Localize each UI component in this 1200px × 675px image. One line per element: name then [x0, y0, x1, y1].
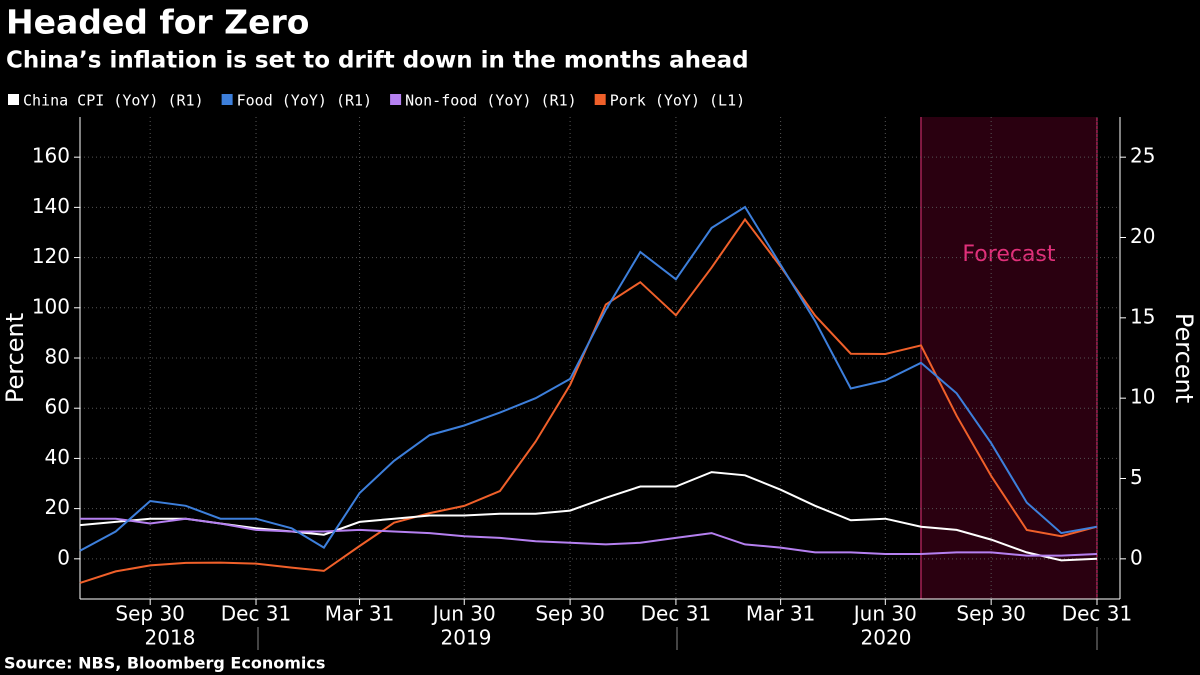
y2-tick-label: 20 — [1130, 224, 1155, 248]
chart-subtitle: China’s inflation is set to drift down i… — [6, 48, 749, 74]
source: Source: NBS, Bloomberg Economics — [4, 654, 325, 673]
x-tick-label: Jun 30 — [852, 602, 917, 626]
legend-swatch — [8, 94, 19, 105]
x-tick-label: Sep 30 — [115, 602, 185, 626]
series-line — [79, 205, 1098, 552]
x-tick-label: Sep 30 — [956, 602, 1026, 626]
series-line — [79, 471, 1098, 562]
y-tick-label: 100 — [32, 294, 70, 318]
x-tick-label: Mar 31 — [746, 602, 816, 626]
forecast-label: Forecast — [962, 242, 1055, 267]
legend-swatch — [221, 94, 233, 105]
legend-swatch — [594, 94, 606, 105]
y-tick-label: 20 — [45, 495, 70, 519]
y-tick-label: 160 — [32, 144, 70, 168]
x-tick-label: Mar 31 — [325, 602, 395, 626]
y-tick-label: 140 — [32, 194, 70, 218]
series-line — [80, 517, 1098, 557]
year-label: 2020 — [861, 626, 912, 650]
x-tick-label: Dec 31 — [221, 602, 292, 626]
legend-label: China CPI (YoY) (R1) — [23, 92, 204, 110]
y2-tick-label: 0 — [1130, 545, 1143, 569]
chart-title: Headed for Zero — [6, 3, 309, 42]
y-axis-label: Percent — [1, 313, 29, 403]
legend-swatch — [390, 94, 402, 105]
y2-tick-label: 5 — [1130, 465, 1143, 489]
x-tick-label: Sep 30 — [535, 602, 605, 626]
legend-label: Food (YoY) (R1) — [237, 92, 372, 110]
x-tick-label: Dec 31 — [641, 602, 712, 626]
x-tick-label: Dec 31 — [1062, 602, 1133, 626]
y-tick-label: 120 — [32, 244, 70, 268]
y2-tick-label: 25 — [1130, 144, 1155, 168]
year-label: 2019 — [441, 626, 492, 650]
y-tick-label: 80 — [45, 345, 70, 369]
y-tick-label: 60 — [45, 395, 70, 419]
x-tick-label: Jun 30 — [431, 602, 496, 626]
y2-tick-label: 15 — [1130, 304, 1155, 328]
y-tick-label: 40 — [45, 445, 70, 469]
y-tick-label: 0 — [57, 545, 70, 569]
year-label: 2018 — [145, 626, 196, 650]
legend-label: Non-food (YoY) (R1) — [405, 92, 577, 110]
legend-label: Pork (YoY) (L1) — [610, 92, 745, 110]
y2-tick-label: 10 — [1130, 385, 1155, 409]
y2-axis-label: Percent — [1170, 313, 1198, 403]
